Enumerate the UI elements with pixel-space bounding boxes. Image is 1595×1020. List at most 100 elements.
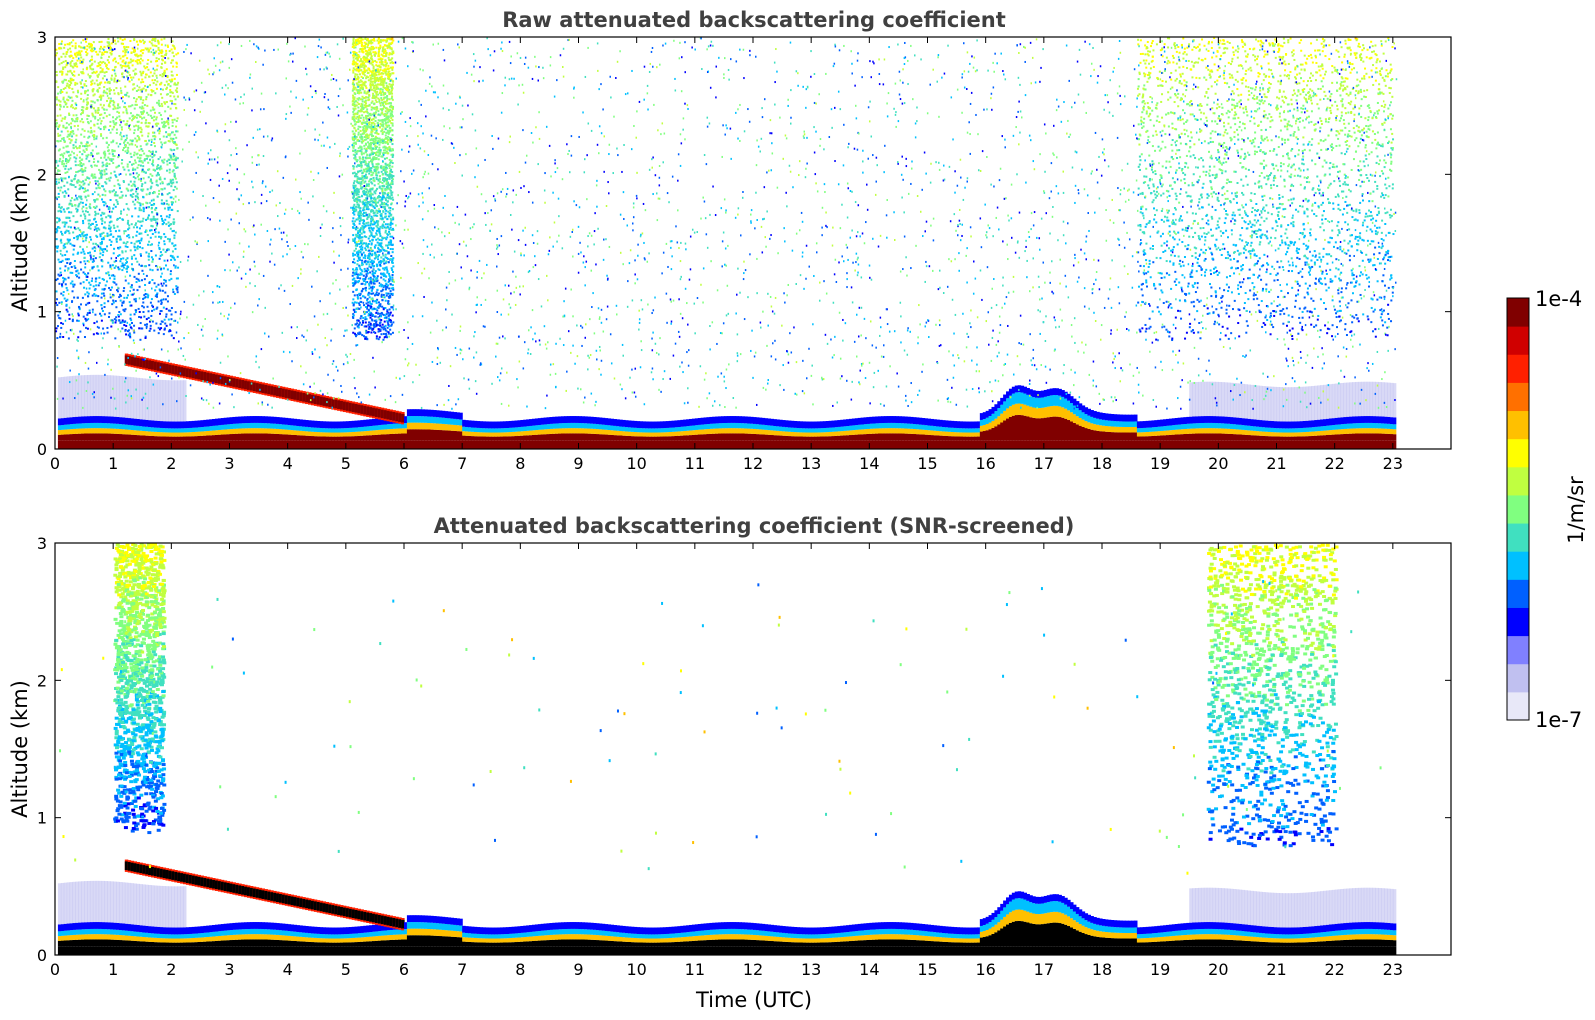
heat-cell bbox=[622, 435, 626, 441]
heat-cell bbox=[129, 304, 132, 307]
heat-cell bbox=[176, 117, 179, 120]
heat-cell bbox=[173, 46, 176, 49]
heat-cell bbox=[668, 427, 673, 432]
heat-cell bbox=[1352, 423, 1356, 429]
heat-cell bbox=[166, 160, 169, 163]
heat-cell bbox=[465, 420, 469, 427]
heat-cell bbox=[305, 420, 309, 427]
heat-cell bbox=[1174, 424, 1179, 430]
heat-cell bbox=[415, 440, 420, 449]
heat-cell bbox=[1163, 419, 1167, 427]
heat-cell bbox=[758, 424, 763, 430]
heat-cell bbox=[58, 274, 61, 277]
heat-cell bbox=[172, 218, 175, 221]
heat-cell bbox=[117, 156, 120, 159]
heat-cell bbox=[106, 81, 109, 84]
heat-cell bbox=[155, 87, 158, 90]
heat-cell bbox=[121, 218, 124, 221]
heat-cell bbox=[80, 108, 83, 111]
heat-cell bbox=[57, 127, 60, 130]
heat-cell bbox=[1337, 440, 1342, 449]
heat-cell bbox=[1195, 423, 1199, 429]
heat-cell bbox=[854, 418, 859, 426]
heat-cell bbox=[421, 422, 425, 430]
heat-cell bbox=[1389, 417, 1394, 425]
heat-cell bbox=[636, 440, 641, 449]
heat-cell bbox=[372, 435, 376, 441]
heat-cell bbox=[124, 194, 127, 197]
heat-cell bbox=[133, 430, 138, 435]
heat-cell bbox=[92, 242, 95, 245]
heat-cell bbox=[89, 374, 94, 417]
heat-cell bbox=[131, 47, 134, 50]
heat-cell bbox=[546, 417, 551, 425]
heat-cell bbox=[150, 185, 153, 188]
heat-cell bbox=[1119, 440, 1123, 449]
heat-cell bbox=[69, 167, 72, 170]
heat-cell bbox=[129, 58, 132, 61]
heat-cell bbox=[88, 75, 91, 78]
heat-cell bbox=[160, 320, 163, 323]
heat-cell bbox=[619, 435, 623, 441]
heat-cell bbox=[164, 322, 167, 325]
heat-cell bbox=[65, 299, 68, 302]
heat-cell bbox=[1270, 386, 1275, 422]
heat-cell bbox=[278, 417, 283, 425]
heat-cell bbox=[80, 167, 83, 170]
heat-cell bbox=[721, 433, 725, 441]
heat-cell bbox=[1102, 440, 1106, 449]
heat-cell bbox=[77, 164, 80, 167]
heat-cell bbox=[499, 440, 504, 449]
heat-cell bbox=[161, 96, 164, 99]
heat-cell bbox=[1203, 428, 1208, 434]
heat-cell bbox=[68, 216, 71, 219]
heat-cell bbox=[1148, 440, 1153, 449]
heat-cell bbox=[101, 173, 104, 176]
heat-cell bbox=[191, 369, 196, 379]
heat-cell bbox=[1232, 383, 1237, 418]
heat-cell bbox=[59, 239, 62, 242]
heat-cell bbox=[209, 373, 213, 382]
heat-cell bbox=[115, 87, 118, 90]
heat-cell bbox=[68, 134, 71, 137]
heat-cell bbox=[997, 424, 1001, 441]
heat-cell bbox=[494, 440, 498, 449]
heat-cell bbox=[142, 42, 145, 45]
heat-cell bbox=[819, 436, 824, 441]
heat-cell bbox=[146, 142, 149, 145]
heat-cell bbox=[1349, 428, 1353, 434]
heat-cell bbox=[61, 163, 64, 166]
heat-cell bbox=[113, 39, 116, 42]
heat-cell bbox=[75, 375, 79, 417]
heat-cell bbox=[110, 77, 113, 80]
heat-cell bbox=[805, 436, 809, 441]
heat-cell bbox=[1026, 387, 1030, 395]
heat-cell bbox=[153, 138, 156, 141]
heat-cell bbox=[1357, 440, 1362, 449]
heat-cell bbox=[651, 421, 655, 429]
heat-cell bbox=[360, 431, 364, 436]
heat-cell bbox=[134, 249, 137, 252]
heat-cell bbox=[1040, 418, 1045, 441]
heat-cell bbox=[369, 440, 373, 449]
heat-cell bbox=[1387, 382, 1391, 417]
heat-cell bbox=[173, 175, 176, 178]
heat-cell bbox=[639, 421, 644, 429]
heat-cell bbox=[296, 435, 300, 441]
heat-cell bbox=[1075, 424, 1080, 441]
heat-cell bbox=[86, 141, 89, 144]
heat-cell bbox=[520, 435, 524, 441]
heat-cell bbox=[473, 420, 478, 428]
heat-cell bbox=[1369, 428, 1374, 434]
heat-cell bbox=[1064, 391, 1068, 399]
heat-cell bbox=[508, 436, 513, 441]
heat-cell bbox=[1177, 417, 1182, 425]
heat-cell bbox=[1006, 418, 1010, 441]
heat-cell bbox=[165, 199, 168, 202]
heat-cell bbox=[1372, 416, 1376, 423]
heat-cell bbox=[598, 440, 603, 449]
heat-cell bbox=[168, 206, 171, 209]
heat-cell bbox=[77, 91, 80, 94]
heat-cell bbox=[924, 434, 929, 441]
heat-cell bbox=[1302, 432, 1307, 437]
